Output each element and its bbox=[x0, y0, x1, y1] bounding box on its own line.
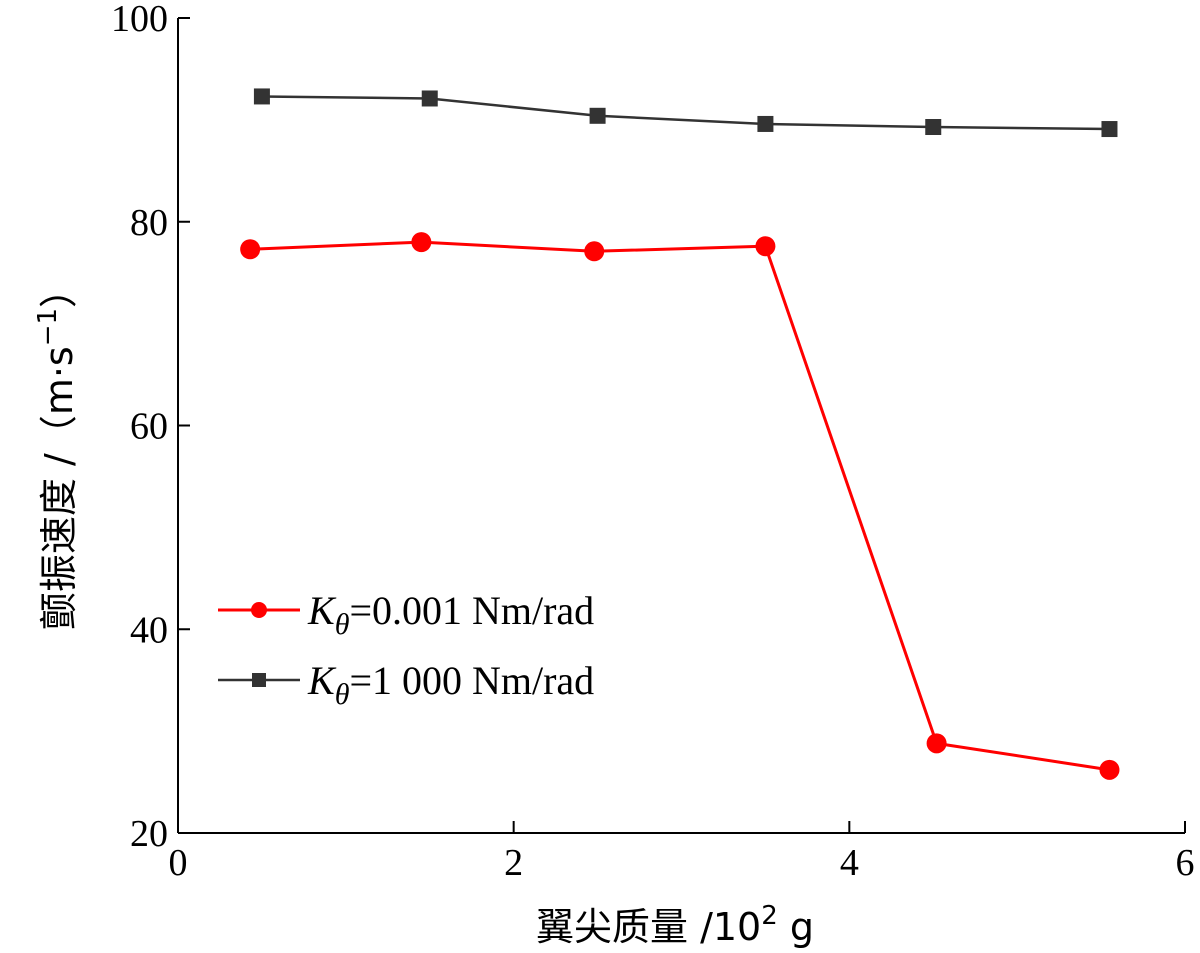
x-tick-label: 4 bbox=[840, 842, 859, 884]
legend-item-2: Kθ=1 000 Nm/rad bbox=[218, 658, 594, 711]
y-tick-label: 60 bbox=[130, 406, 168, 448]
legend-rest: =1 000 Nm/rad bbox=[349, 658, 594, 703]
y-tick-label: 100 bbox=[111, 0, 168, 40]
legend-k: K bbox=[307, 658, 337, 703]
series-line bbox=[261, 95, 1110, 131]
series-layer bbox=[240, 88, 1120, 780]
legend-sub: θ bbox=[335, 678, 350, 711]
legend-rest: =0.001 Nm/rad bbox=[349, 588, 594, 633]
y-tick-label: 40 bbox=[130, 609, 168, 651]
x-axis-label-unit: g bbox=[778, 905, 814, 949]
data-point bbox=[925, 119, 942, 136]
x-tick-label: 0 bbox=[169, 842, 188, 884]
data-point bbox=[757, 115, 774, 132]
legend-sub: θ bbox=[335, 608, 350, 641]
legend-marker bbox=[251, 602, 267, 618]
y-axis-label: 颤振速度 /（m·s−1） bbox=[33, 270, 81, 630]
x-axis-label-main: 翼尖质量 /10 bbox=[536, 905, 761, 949]
data-point bbox=[1101, 121, 1118, 138]
data-point bbox=[755, 236, 776, 257]
x-tick-label: 6 bbox=[1176, 842, 1195, 884]
legend-label: Kθ=1 000 Nm/rad bbox=[307, 658, 594, 711]
data-point bbox=[926, 733, 947, 754]
series-line bbox=[250, 240, 1110, 772]
legend-label: Kθ=0.001 Nm/rad bbox=[307, 588, 594, 641]
x-axis-label-sup: 2 bbox=[761, 901, 778, 931]
data-point bbox=[421, 90, 438, 107]
legend-k: K bbox=[307, 588, 337, 633]
data-point bbox=[253, 88, 270, 105]
y-axis-label-close: ） bbox=[37, 270, 81, 308]
legend-marker bbox=[252, 673, 266, 687]
y-tick-label: 20 bbox=[130, 813, 168, 855]
data-point bbox=[1099, 759, 1120, 780]
x-tick-label: 2 bbox=[504, 842, 523, 884]
data-point bbox=[411, 232, 432, 253]
y-tick-label: 80 bbox=[130, 202, 168, 244]
x-axis-label: 翼尖质量 /102 g bbox=[536, 901, 814, 949]
data-point bbox=[584, 241, 605, 262]
y-axis-label-main: 颤振速度 /（m·s bbox=[37, 346, 81, 630]
series-1 bbox=[240, 232, 1120, 780]
data-point bbox=[589, 107, 606, 124]
axes: 0 2 4 6 20 40 60 80 100 bbox=[111, 0, 1195, 884]
series-2 bbox=[253, 88, 1118, 138]
y-axis-label-sup: −1 bbox=[33, 308, 63, 346]
legend-item-1: Kθ=0.001 Nm/rad bbox=[218, 588, 594, 641]
data-point bbox=[240, 239, 261, 260]
